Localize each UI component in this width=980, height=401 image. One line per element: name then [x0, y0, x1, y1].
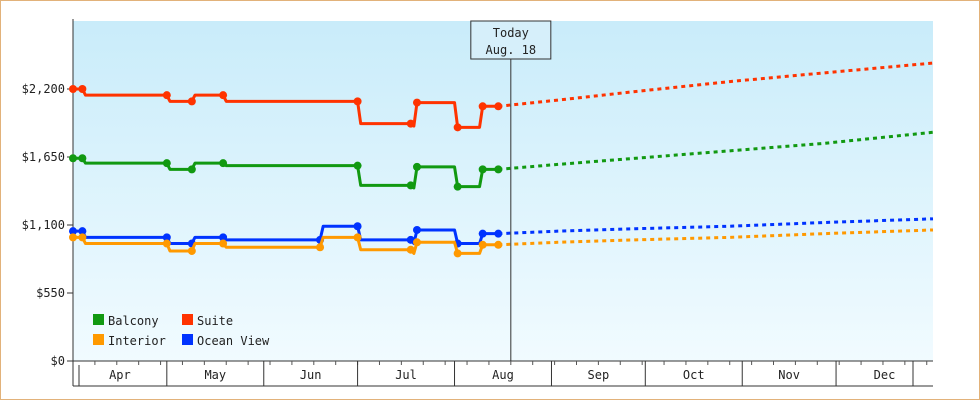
series-point [494, 165, 503, 174]
series-point [453, 182, 462, 191]
legend-swatch [182, 334, 193, 345]
series-point [478, 240, 487, 249]
series-point [453, 123, 462, 132]
series-point [78, 233, 87, 242]
today-label-box [470, 20, 552, 60]
legend-swatch [93, 314, 104, 325]
series-point [406, 235, 415, 244]
series-point [187, 246, 196, 255]
today-label: Today [493, 26, 529, 40]
series-point [406, 245, 415, 254]
x-month-label: May [204, 368, 226, 382]
legend-label: Balcony [108, 314, 159, 328]
x-month-label: Apr [109, 368, 131, 382]
y-tick-label: $0 [51, 354, 65, 368]
series-point [316, 243, 325, 252]
series-point [406, 119, 415, 128]
series-point [78, 227, 87, 236]
series-point [413, 98, 421, 107]
series-point [406, 181, 415, 190]
series-point [494, 240, 503, 249]
series-point [478, 102, 487, 111]
series-point [162, 233, 171, 242]
legend-label: Ocean View [197, 334, 270, 348]
legend-swatch [93, 334, 104, 345]
series-point [353, 233, 362, 242]
series-point [453, 249, 462, 258]
series-forecast-line [498, 130, 934, 171]
series-point [353, 222, 362, 231]
series-point [219, 91, 228, 100]
x-month-label: Nov [778, 368, 800, 382]
series-point [413, 225, 421, 234]
series-point [413, 162, 421, 171]
x-month-label: Aug [492, 368, 514, 382]
x-month-label: Oct [683, 368, 705, 382]
series-point [219, 239, 228, 248]
series-point [413, 238, 421, 247]
series-point [219, 159, 228, 168]
legend-label: Interior [108, 334, 166, 348]
y-tick-label: $1,650 [22, 150, 65, 164]
series-point [353, 161, 362, 170]
series-point [162, 239, 171, 248]
series-point [78, 154, 87, 163]
series-point [162, 91, 171, 100]
series-forecast-line [498, 228, 934, 247]
y-tick-label: $2,200 [22, 82, 65, 96]
series-point [494, 102, 503, 111]
series-point [478, 229, 487, 238]
legend-label: Suite [197, 314, 233, 328]
series-point [78, 85, 87, 93]
series-point [187, 97, 196, 106]
series-point [478, 165, 487, 174]
series-point [69, 233, 77, 242]
plot-area [73, 21, 933, 361]
legend-swatch [182, 314, 193, 325]
series-point [69, 227, 77, 236]
series-point [69, 154, 77, 163]
series-point [69, 85, 77, 93]
today-date-label: Aug. 18 [486, 43, 537, 57]
series-point [353, 97, 362, 106]
series-point [162, 159, 171, 168]
series-point [219, 233, 228, 242]
series-forecast-line [498, 61, 934, 108]
x-month-label: Dec [874, 368, 896, 382]
y-tick-label: $1,100 [22, 218, 65, 232]
series-point [187, 165, 196, 174]
series-point [494, 229, 503, 238]
y-tick-label: $550 [36, 286, 65, 300]
x-month-label: Jun [300, 368, 322, 382]
x-month-label: Sep [588, 368, 610, 382]
series-forecast-line [498, 217, 934, 236]
x-month-label: Jul [395, 368, 417, 382]
